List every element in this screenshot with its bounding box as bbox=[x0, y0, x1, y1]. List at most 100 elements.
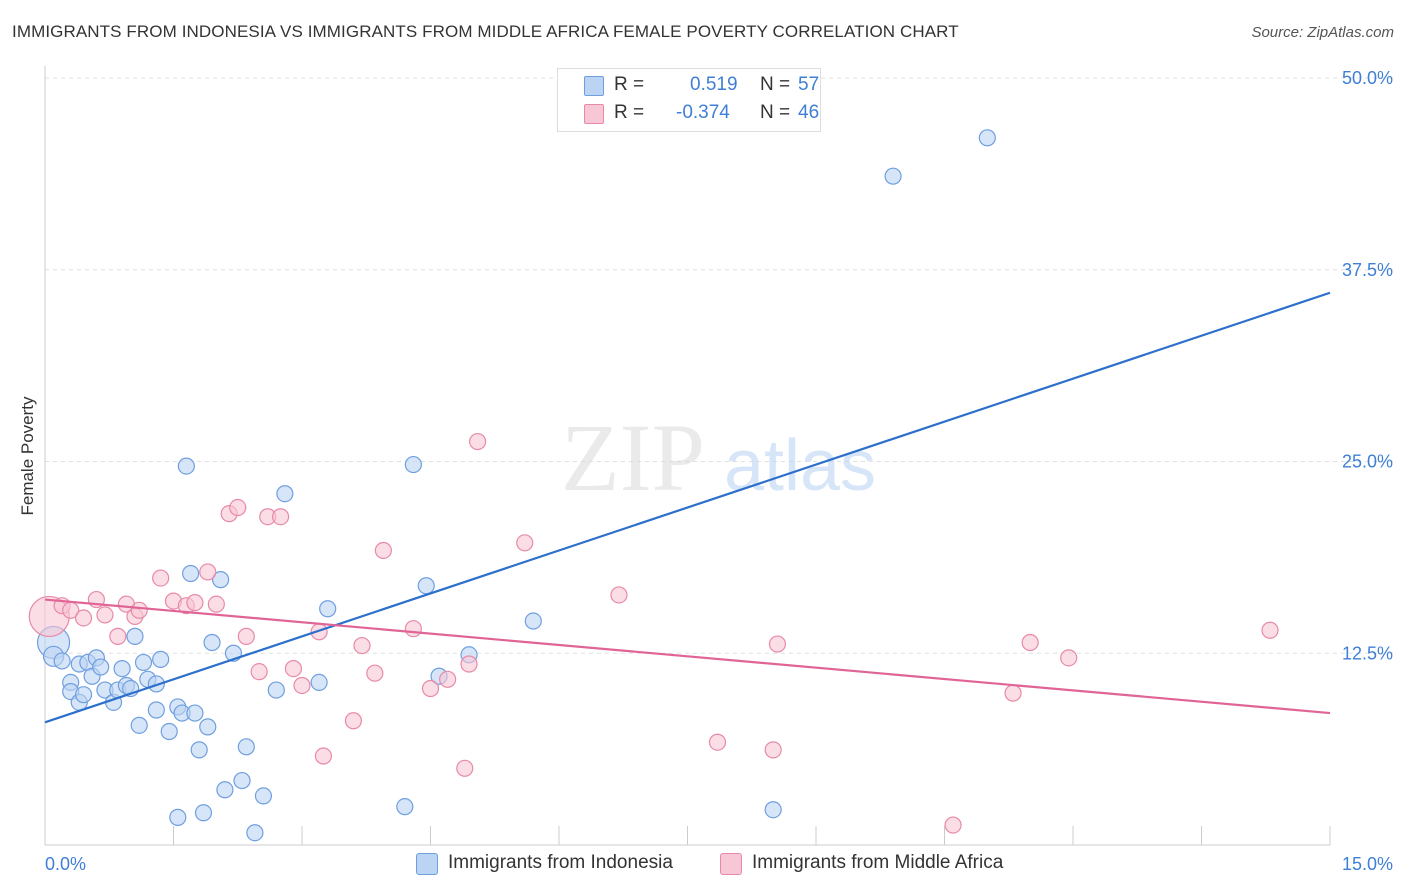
x-tick-label-0: 0.0% bbox=[45, 854, 86, 874]
point-middle-africa-36 bbox=[516, 534, 534, 552]
legend-r-value-middle-africa: -0.374 bbox=[676, 102, 730, 123]
point-middle-africa-33 bbox=[456, 759, 474, 777]
point-middle-africa-38 bbox=[708, 733, 727, 751]
data-points bbox=[28, 129, 1279, 842]
point-indonesia-27 bbox=[169, 808, 187, 826]
y-tick-label-0: 12.5% bbox=[1342, 643, 1393, 663]
point-middle-africa-17 bbox=[229, 498, 247, 517]
point-middle-africa-9 bbox=[130, 601, 148, 619]
point-indonesia-48 bbox=[404, 455, 422, 474]
y-tick-label-2: 37.5% bbox=[1342, 260, 1393, 280]
source-credit: Source: ZipAtlas.com bbox=[1251, 24, 1394, 41]
bottom-legend-label-indonesia: Immigrants from Indonesia bbox=[448, 852, 673, 873]
point-indonesia-33 bbox=[194, 804, 213, 822]
legend-r-label: R = bbox=[614, 102, 645, 123]
legend-swatch-middle-africa bbox=[584, 104, 604, 124]
point-middle-africa-15 bbox=[207, 595, 225, 613]
gridlines bbox=[45, 77, 1395, 654]
watermark-atlas: atlas bbox=[724, 426, 876, 506]
point-indonesia-25 bbox=[160, 722, 178, 741]
point-middle-africa-18 bbox=[237, 627, 255, 645]
point-middle-africa-37 bbox=[610, 586, 628, 604]
point-indonesia-19 bbox=[130, 716, 148, 734]
chart-title: IMMIGRANTS FROM INDONESIA VS IMMIGRANTS … bbox=[12, 22, 959, 41]
point-indonesia-43 bbox=[267, 681, 285, 699]
point-middle-africa-28 bbox=[366, 664, 384, 682]
point-middle-africa-13 bbox=[186, 594, 204, 612]
point-middle-africa-39 bbox=[764, 741, 782, 759]
point-indonesia-49 bbox=[417, 577, 435, 595]
legend-swatch-indonesia bbox=[584, 76, 604, 96]
point-indonesia-30 bbox=[182, 564, 200, 583]
point-middle-africa-14 bbox=[199, 563, 217, 581]
point-indonesia-20 bbox=[134, 653, 153, 672]
trend-line-middle-africa bbox=[44, 598, 1331, 715]
legend-n-value-middle-africa: 46 bbox=[798, 102, 820, 123]
point-middle-africa-30 bbox=[404, 620, 422, 638]
point-middle-africa-32 bbox=[439, 670, 457, 688]
point-indonesia-52 bbox=[524, 612, 542, 630]
watermark-zip: ZIP bbox=[561, 404, 705, 511]
legend-n-label: N = bbox=[760, 102, 791, 123]
point-indonesia-32 bbox=[190, 741, 208, 759]
point-middle-africa-22 bbox=[284, 659, 303, 678]
point-indonesia-46 bbox=[319, 600, 337, 618]
x-tick-label-1: 15.0% bbox=[1342, 854, 1393, 874]
legend-r-label: R = bbox=[614, 74, 645, 95]
point-indonesia-41 bbox=[246, 824, 264, 842]
bottom-legend-label-middle-africa: Immigrants from Middle Africa bbox=[752, 852, 1004, 873]
point-indonesia-31 bbox=[186, 704, 204, 722]
point-indonesia-47 bbox=[396, 798, 414, 816]
point-middle-africa-26 bbox=[344, 712, 362, 730]
trend-line-indonesia bbox=[44, 291, 1331, 724]
y-tick-label-1: 25.0% bbox=[1342, 452, 1393, 472]
point-indonesia-2 bbox=[53, 652, 71, 670]
legend-n-label: N = bbox=[760, 74, 791, 95]
point-middle-africa-3 bbox=[74, 609, 93, 627]
watermark: ZIP atlas bbox=[561, 404, 876, 511]
point-middle-africa-23 bbox=[293, 676, 311, 695]
point-middle-africa-31 bbox=[421, 679, 440, 698]
trend-lines bbox=[44, 291, 1331, 724]
point-indonesia-40 bbox=[237, 738, 255, 756]
legend-n-value-indonesia: 57 bbox=[798, 74, 820, 95]
point-middle-africa-27 bbox=[353, 636, 371, 655]
point-middle-africa-10 bbox=[152, 569, 170, 587]
point-indonesia-44 bbox=[276, 485, 294, 503]
correlation-legend: R = 0.519 N = 57 R = -0.374 N = 46 bbox=[557, 68, 821, 132]
point-indonesia-55 bbox=[978, 129, 996, 147]
tick-labels: 12.5% 25.0% 37.5% 50.0% 0.0% 15.0% bbox=[45, 68, 1393, 874]
point-indonesia-34 bbox=[199, 718, 217, 736]
point-indonesia-23 bbox=[147, 701, 165, 719]
point-middle-africa-19 bbox=[250, 663, 268, 681]
point-middle-africa-25 bbox=[314, 747, 333, 765]
point-indonesia-42 bbox=[254, 787, 273, 805]
point-middle-africa-35 bbox=[469, 432, 487, 451]
point-indonesia-37 bbox=[216, 781, 234, 799]
point-indonesia-18 bbox=[126, 627, 144, 645]
point-middle-africa-21 bbox=[271, 508, 290, 526]
point-indonesia-35 bbox=[203, 633, 221, 652]
bottom-legend-swatch-indonesia bbox=[416, 853, 438, 875]
point-middle-africa-40 bbox=[768, 635, 787, 653]
point-middle-africa-34 bbox=[460, 655, 478, 673]
y-tick-label-3: 50.0% bbox=[1342, 68, 1393, 88]
point-indonesia-11 bbox=[92, 658, 110, 676]
point-indonesia-36 bbox=[212, 571, 230, 589]
point-middle-africa-5 bbox=[96, 606, 114, 624]
point-middle-africa-6 bbox=[109, 627, 127, 645]
point-middle-africa-42 bbox=[1004, 684, 1022, 702]
bottom-legend-swatch-middle-africa bbox=[720, 853, 742, 875]
point-indonesia-53 bbox=[764, 801, 782, 819]
point-middle-africa-45 bbox=[1261, 621, 1279, 639]
point-indonesia-54 bbox=[884, 167, 902, 185]
axes bbox=[44, 66, 1331, 846]
point-indonesia-45 bbox=[310, 673, 328, 691]
point-indonesia-15 bbox=[113, 659, 131, 678]
point-middle-africa-44 bbox=[1060, 649, 1078, 667]
point-indonesia-29 bbox=[177, 457, 195, 475]
point-indonesia-7 bbox=[74, 686, 93, 704]
point-middle-africa-41 bbox=[944, 816, 962, 834]
point-indonesia-24 bbox=[152, 650, 170, 668]
